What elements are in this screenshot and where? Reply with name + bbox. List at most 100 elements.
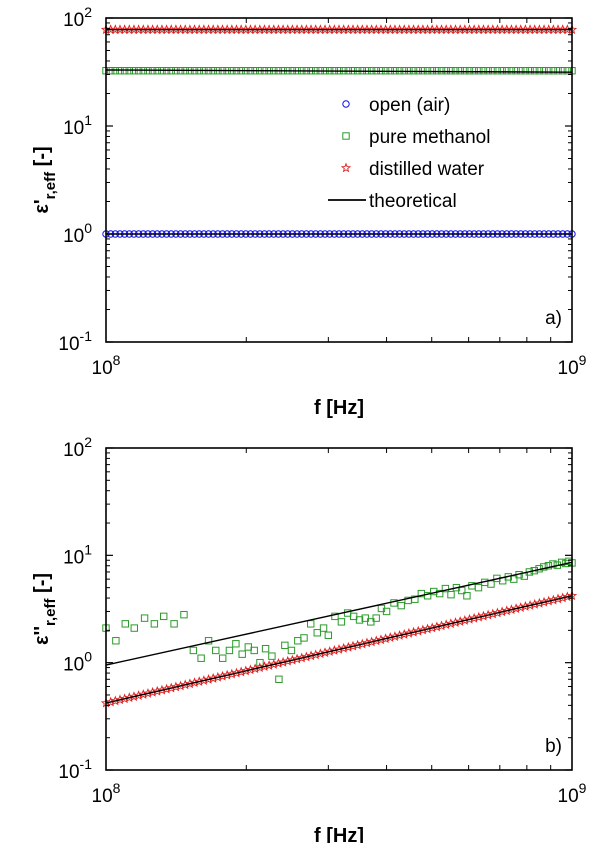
- panel-label: a): [545, 308, 562, 329]
- data-point: [160, 612, 168, 621]
- y-tick-label: 100: [63, 220, 92, 247]
- data-point: [150, 620, 159, 628]
- data-point: [531, 67, 539, 75]
- data-point: [544, 562, 553, 570]
- legend-item: distilled water: [340, 159, 485, 180]
- data-point: [337, 618, 346, 626]
- data-point: [507, 67, 516, 75]
- data-point: [475, 67, 483, 75]
- data-point: [456, 67, 464, 75]
- legend-item: open (air): [342, 95, 450, 116]
- panel-a: 10-1 100 101 102 108 109 f [Hz] ε'r,eff [-] a) op…: [31, 4, 587, 419]
- data-point: [423, 67, 432, 75]
- data-point: [112, 637, 120, 645]
- y-axis-label: ε''r,eff [-]: [31, 573, 59, 645]
- legend-label: pure methanol: [369, 127, 490, 148]
- data-point: [498, 67, 506, 75]
- data-point: [463, 592, 471, 600]
- data-point: [121, 620, 129, 628]
- data-point: [540, 563, 548, 571]
- data-point: [423, 592, 432, 600]
- legend-label: distilled water: [369, 159, 485, 180]
- y-tick-label: 10-1: [58, 328, 92, 355]
- data-point: [287, 646, 296, 655]
- data-point: [256, 658, 264, 667]
- x-tick-label: 108: [92, 352, 121, 379]
- legend-label: open (air): [369, 95, 450, 116]
- data-point: [307, 620, 315, 628]
- data-point: [140, 614, 149, 622]
- data-point: [484, 67, 492, 75]
- data-point: [409, 67, 418, 75]
- data-point: [419, 67, 427, 75]
- data-point: [275, 675, 283, 683]
- data-point: [554, 67, 562, 75]
- data-point: [451, 67, 460, 75]
- legend: open (air) pure methanol distilled water th…: [328, 95, 490, 212]
- data-point: [367, 618, 375, 626]
- data-point: [435, 589, 444, 598]
- series-distilled-water: [100, 24, 578, 35]
- x-axis-label: f [Hz]: [314, 825, 364, 843]
- data-point: [382, 607, 391, 616]
- data-point: [294, 637, 302, 645]
- legend-marker: [342, 132, 350, 140]
- data-point: [461, 67, 469, 75]
- data-point: [526, 67, 534, 75]
- data-point: [170, 620, 178, 628]
- data-point: [238, 650, 246, 658]
- theoretical-line: [105, 561, 573, 666]
- theoretical-line: [105, 69, 573, 73]
- data-point: [397, 601, 405, 610]
- data-point: [414, 67, 422, 75]
- data-point: [442, 67, 450, 75]
- data-point: [204, 637, 213, 645]
- data-point: [557, 558, 566, 567]
- y-tick-label: 102: [63, 434, 92, 461]
- data-point: [441, 584, 450, 593]
- data-point: [433, 67, 441, 75]
- legend-item: pure methanol: [342, 127, 490, 148]
- x-axis-label: f [Hz]: [314, 397, 364, 419]
- data-point: [512, 67, 520, 75]
- data-point: [180, 610, 188, 619]
- series-theoretical: [105, 561, 573, 704]
- data-point: [355, 616, 364, 624]
- data-point: [372, 614, 380, 622]
- data-point: [474, 583, 483, 592]
- data-point: [447, 67, 455, 75]
- legend-marker: [342, 100, 350, 108]
- data-point: [437, 67, 446, 75]
- data-point: [489, 67, 497, 75]
- data-point: [503, 67, 511, 75]
- data-point: [549, 67, 558, 75]
- y-axis-label: ε'r,eff [-]: [31, 146, 59, 213]
- data-point: [465, 67, 474, 75]
- data-point: [324, 631, 333, 639]
- data-point: [331, 612, 339, 621]
- data-point: [130, 624, 138, 632]
- data-point: [563, 67, 572, 75]
- y-tick-label: 101: [63, 541, 92, 568]
- data-point: [411, 595, 419, 603]
- y-tick-label: 102: [63, 4, 92, 31]
- data-point: [300, 634, 308, 642]
- legend-label: theoretical: [369, 191, 457, 212]
- y-tick-label: 101: [63, 112, 92, 139]
- x-tick-label: 108: [92, 780, 121, 807]
- data-point: [225, 646, 234, 655]
- data-point: [487, 580, 495, 588]
- data-point: [493, 67, 502, 75]
- data-point: [268, 652, 276, 660]
- series-theoretical: [105, 28, 573, 235]
- y-tick-label: 100: [63, 649, 92, 676]
- data-point: [319, 624, 328, 632]
- data-point: [361, 614, 369, 622]
- data-point: [535, 67, 544, 75]
- x-tick-label: 109: [558, 352, 587, 379]
- data-point: [558, 67, 567, 75]
- data-point: [479, 67, 488, 75]
- data-point: [428, 67, 436, 75]
- data-point: [250, 646, 258, 655]
